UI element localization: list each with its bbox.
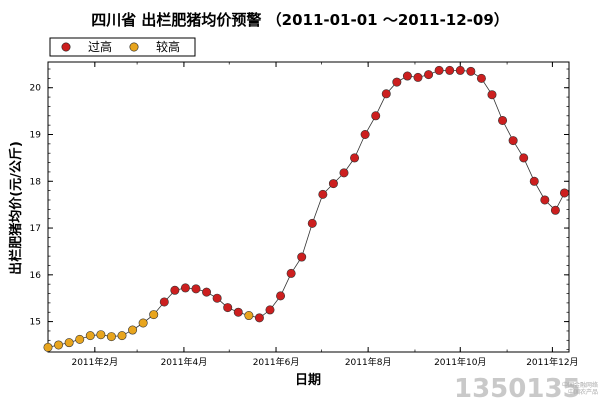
data-point-41 xyxy=(476,73,486,83)
data-point-44 xyxy=(508,136,518,146)
data-point-7 xyxy=(117,331,127,341)
x-tick-label-2: 2011年6月 xyxy=(253,356,300,368)
data-point-42 xyxy=(487,90,497,100)
data-point-25 xyxy=(307,218,317,228)
data-point-17 xyxy=(223,303,233,313)
data-point-27 xyxy=(328,179,338,189)
data-point-10 xyxy=(149,310,159,320)
data-points xyxy=(43,65,569,352)
plot-area xyxy=(47,61,570,353)
y-tick-label-2: 17 xyxy=(30,224,41,234)
data-point-45 xyxy=(519,153,529,163)
trend-line xyxy=(47,70,565,348)
data-point-14 xyxy=(191,284,201,294)
data-point-43 xyxy=(498,115,508,125)
data-point-24 xyxy=(297,252,307,262)
data-point-13 xyxy=(180,283,190,293)
y-tick-label-3: 18 xyxy=(30,177,42,187)
x-tick-label-3: 2011年8月 xyxy=(345,356,392,368)
data-point-26 xyxy=(318,189,328,199)
x-tick-label-1: 2011年4月 xyxy=(161,356,208,368)
data-point-30 xyxy=(360,130,370,140)
data-point-31 xyxy=(371,111,381,121)
y-tick-label-4: 19 xyxy=(30,131,42,141)
x-tick-label-5: 2011年12月 xyxy=(526,356,578,368)
y-tick-label-0: 15 xyxy=(30,318,41,328)
data-point-18 xyxy=(233,307,243,317)
data-point-4 xyxy=(85,331,95,341)
data-point-35 xyxy=(413,72,423,82)
legend-box xyxy=(49,37,196,57)
data-point-5 xyxy=(96,330,106,340)
data-point-28 xyxy=(339,168,349,178)
x-tick-label-0: 2011年2月 xyxy=(71,356,118,368)
data-point-8 xyxy=(128,325,138,335)
data-point-3 xyxy=(75,334,85,344)
data-point-46 xyxy=(529,176,539,186)
y-axis-title: 出栏肥猪均价(元/公斤) xyxy=(8,141,24,275)
data-point-47 xyxy=(540,195,550,205)
data-point-34 xyxy=(402,71,412,81)
data-point-1 xyxy=(54,340,64,350)
legend-label-1: 较高 xyxy=(156,39,180,54)
y-tick-label-1: 16 xyxy=(30,271,42,281)
legend: 过高 较高 xyxy=(49,37,196,57)
watermark-caption: 中国金融网络中国农产品 xyxy=(562,381,598,396)
data-point-48 xyxy=(550,205,560,215)
legend-label-0: 过高 xyxy=(88,39,112,54)
data-point-2 xyxy=(64,338,74,348)
data-point-38 xyxy=(445,65,455,75)
data-point-16 xyxy=(212,293,222,303)
watermark-logo: 1350135 xyxy=(454,374,581,400)
x-axis: 2011年2月 2011年4月 2011年6月 2011年8月 2011年10月 2011… xyxy=(47,62,579,368)
y-tick-label-5: 20 xyxy=(30,84,42,94)
x-axis-title: 日期 xyxy=(295,373,321,388)
data-point-0 xyxy=(43,342,53,352)
y-axis: 15 16 17 18 19 20 xyxy=(30,68,569,351)
data-point-49 xyxy=(559,188,569,198)
data-point-21 xyxy=(265,305,275,315)
data-point-29 xyxy=(350,153,360,163)
data-point-11 xyxy=(159,297,169,307)
legend-marker-1 xyxy=(129,42,139,52)
x-tick-label-4: 2011年10月 xyxy=(434,356,486,368)
data-point-20 xyxy=(254,313,264,323)
data-point-39 xyxy=(455,65,465,75)
data-point-22 xyxy=(276,291,286,301)
data-point-23 xyxy=(286,268,296,278)
data-point-40 xyxy=(466,66,476,76)
data-point-36 xyxy=(424,70,434,80)
chart-title: 四川省 出栏肥猪均价预警 （2011-01-01 ～2011-12-09） xyxy=(91,11,509,29)
data-point-33 xyxy=(392,77,402,87)
data-point-19 xyxy=(244,311,254,321)
watermark: 1350135 中国金融网络中国农产品 xyxy=(454,374,598,400)
data-point-12 xyxy=(170,285,180,295)
data-point-6 xyxy=(106,332,116,342)
data-point-37 xyxy=(434,65,444,75)
legend-marker-0 xyxy=(61,42,71,52)
data-point-15 xyxy=(202,287,212,297)
data-point-32 xyxy=(381,89,391,99)
data-point-9 xyxy=(138,318,148,328)
